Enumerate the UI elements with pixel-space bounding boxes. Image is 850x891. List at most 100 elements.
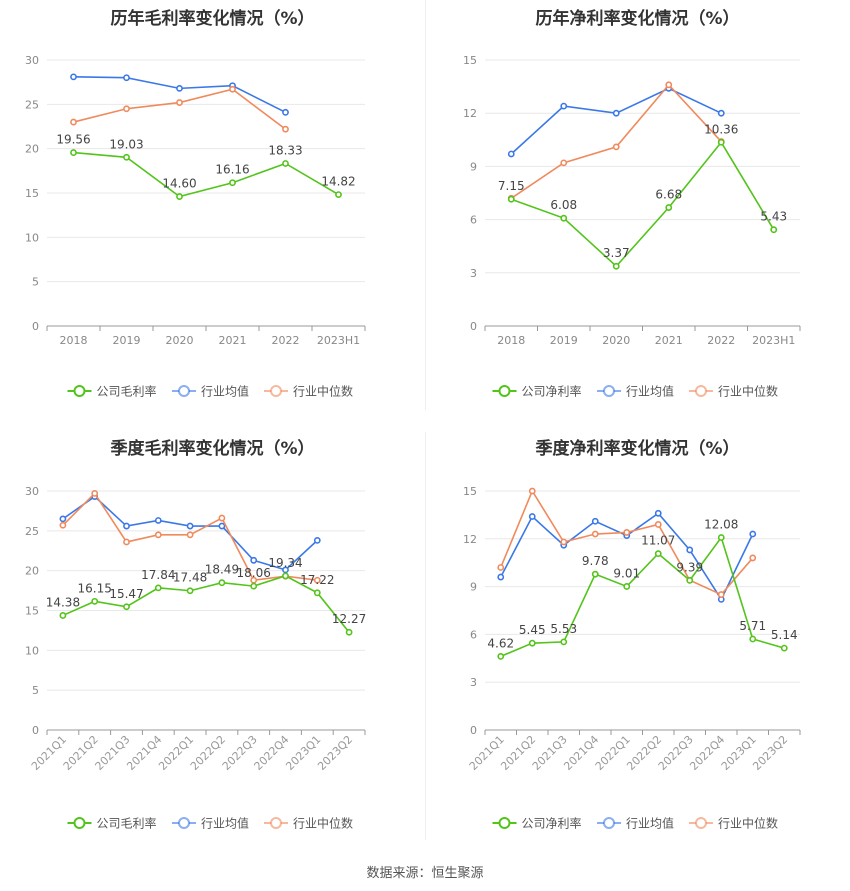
data-label: 10.36 bbox=[704, 122, 738, 136]
x-tick-label: 2020 bbox=[166, 334, 194, 347]
median-point bbox=[560, 538, 568, 546]
median-point bbox=[528, 487, 536, 495]
company-point bbox=[154, 584, 162, 592]
data-label: 18.33 bbox=[268, 143, 302, 157]
median-point bbox=[218, 514, 226, 522]
median-point bbox=[282, 125, 289, 133]
median-point bbox=[717, 591, 725, 598]
avg-point bbox=[528, 513, 536, 520]
legend-marker bbox=[695, 385, 707, 397]
company-point bbox=[528, 639, 536, 647]
legend-label: 公司毛利率 bbox=[97, 816, 157, 831]
company-point bbox=[59, 612, 67, 619]
company-point bbox=[560, 638, 568, 646]
company-point bbox=[123, 603, 130, 611]
company-point bbox=[591, 570, 599, 578]
y-tick-label: 0 bbox=[32, 724, 39, 737]
x-tick-label: 2023H1 bbox=[317, 334, 360, 347]
company-series-line bbox=[62, 575, 350, 633]
x-tick-label: 2020 bbox=[602, 334, 630, 347]
data-label: 6.08 bbox=[550, 198, 577, 212]
data-label: 17.48 bbox=[173, 571, 207, 585]
legend-marker bbox=[270, 385, 282, 397]
data-label: 12.27 bbox=[332, 612, 366, 626]
y-tick-label: 0 bbox=[470, 320, 477, 333]
data-label: 5.53 bbox=[550, 622, 577, 636]
median-point bbox=[654, 521, 662, 528]
median-point bbox=[623, 529, 631, 536]
median-point bbox=[123, 105, 130, 113]
data-label: 16.16 bbox=[215, 163, 249, 177]
data-label: 17.22 bbox=[300, 573, 334, 587]
y-tick-label: 9 bbox=[470, 581, 477, 594]
quarterly-net-margin-panel: 季度净利率变化情况（%） 0 3 6 9 12 15 2021Q1 2021Q2 2021Q3 2… bbox=[425, 430, 850, 840]
company-point bbox=[176, 193, 183, 200]
legend-marker bbox=[178, 385, 190, 397]
data-label: 11.07 bbox=[641, 534, 675, 548]
median-point bbox=[560, 159, 568, 167]
median-point bbox=[497, 564, 505, 571]
legend-label: 公司净利率 bbox=[522, 384, 582, 399]
avg-point bbox=[749, 530, 757, 538]
data-label: 9.39 bbox=[676, 560, 703, 574]
avg-series-line bbox=[73, 76, 286, 114]
y-tick-label: 0 bbox=[32, 320, 39, 333]
company-point bbox=[560, 214, 568, 222]
avg-point bbox=[591, 517, 599, 525]
company-point bbox=[282, 572, 289, 580]
annual-net-margin-panel: 历年净利率变化情况（%） 0 3 6 9 12 15 2018 2019 2020 2021 202… bbox=[425, 0, 850, 410]
y-tick-label: 30 bbox=[25, 485, 39, 498]
y-tick-label: 25 bbox=[25, 525, 39, 538]
y-tick-label: 9 bbox=[470, 160, 477, 173]
median-point bbox=[91, 489, 99, 497]
x-tick-label: 2019 bbox=[550, 334, 578, 347]
y-tick-label: 0 bbox=[470, 724, 477, 737]
y-tick-label: 6 bbox=[470, 214, 477, 227]
panel-divider bbox=[425, 432, 426, 840]
legend-label: 行业中位数 bbox=[293, 384, 353, 399]
legend-marker bbox=[73, 385, 86, 397]
company-point bbox=[313, 589, 321, 597]
company-point bbox=[770, 226, 778, 234]
chart-title: 历年净利率变化情况（%） bbox=[535, 9, 740, 29]
avg-point bbox=[313, 536, 321, 544]
legend-marker bbox=[270, 817, 282, 829]
legend-label: 行业中位数 bbox=[293, 816, 353, 831]
median-point bbox=[591, 530, 599, 538]
y-tick-label: 10 bbox=[25, 644, 39, 657]
avg-point bbox=[186, 522, 194, 530]
company-point bbox=[507, 195, 515, 203]
legend-marker bbox=[178, 817, 190, 829]
data-label: 17.84 bbox=[141, 568, 175, 582]
legend-label: 公司净利率 bbox=[522, 816, 582, 831]
y-tick-label: 5 bbox=[32, 276, 39, 289]
company-point bbox=[335, 191, 342, 198]
median-series-line bbox=[73, 88, 286, 130]
y-tick-label: 20 bbox=[25, 565, 39, 578]
avg-point bbox=[154, 517, 162, 524]
data-label: 14.60 bbox=[162, 177, 196, 191]
y-tick-label: 15 bbox=[463, 54, 477, 67]
data-label: 19.03 bbox=[109, 137, 143, 151]
y-tick-label: 15 bbox=[25, 605, 39, 618]
quarterly-net-margin-chart: 036912152021Q12021Q22021Q32021Q42022Q120… bbox=[463, 485, 801, 831]
company-point bbox=[654, 550, 662, 558]
avg-point bbox=[560, 102, 568, 110]
data-label: 15.47 bbox=[109, 587, 143, 601]
data-label: 5.43 bbox=[760, 210, 787, 224]
y-tick-label: 25 bbox=[25, 98, 39, 111]
company-point bbox=[229, 179, 236, 187]
data-label: 14.38 bbox=[46, 595, 80, 609]
company-point bbox=[250, 582, 258, 590]
company-point bbox=[70, 149, 77, 156]
x-tick-label: 2023Q2 bbox=[315, 733, 355, 773]
company-point bbox=[780, 644, 788, 652]
company-point bbox=[218, 579, 226, 587]
data-label: 7.15 bbox=[498, 179, 525, 193]
data-label: 4.62 bbox=[487, 636, 514, 650]
x-tick-label: 2019 bbox=[113, 334, 141, 347]
legend-marker bbox=[498, 385, 511, 397]
data-label: 9.78 bbox=[582, 554, 609, 568]
data-label: 14.82 bbox=[321, 175, 355, 189]
avg-point bbox=[612, 109, 620, 117]
